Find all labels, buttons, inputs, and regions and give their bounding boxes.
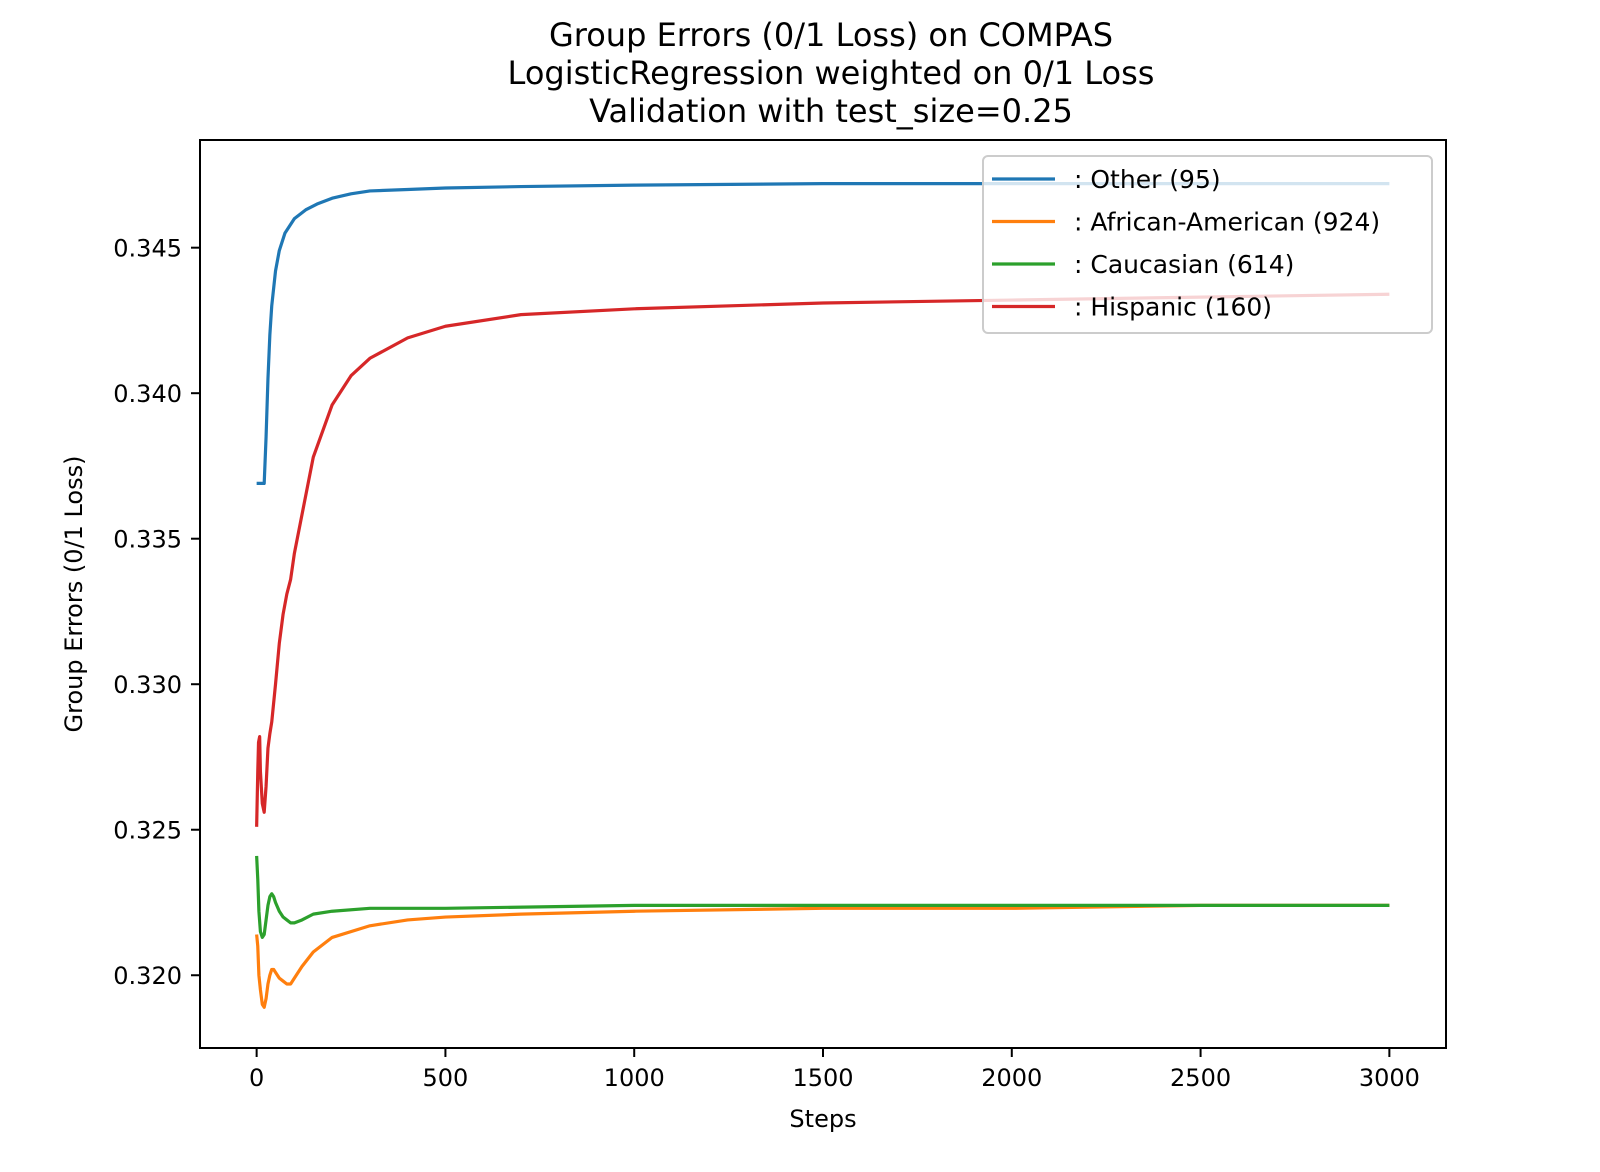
series-line-2 [255,855,1390,940]
series-line-0 [256,182,1390,486]
x-tick-label: 500 [423,1064,469,1092]
x-axis: 0 500 1000 1500 2000 2500 3000 [249,1048,1420,1092]
chart-title-line: LogisticRegression weighted on 0/1 Loss [508,54,1155,92]
x-tick-label: 0 [249,1064,264,1092]
x-tick-label: 1500 [792,1064,853,1092]
y-axis-label: Group Errors (0/1 Loss) [60,456,88,733]
x-tick-label: 2000 [981,1064,1042,1092]
y-tick-label: 0.335 [113,526,182,554]
y-tick-label: 0.320 [113,962,182,990]
x-tick-label: 1000 [604,1064,665,1092]
series-line-1 [255,903,1390,1009]
series-line-3 [255,292,1390,827]
x-axis-label: Steps [789,1105,856,1133]
y-tick-label: 0.345 [113,235,182,263]
chart-title-line: Group Errors (0/1 Loss) on COMPAS [549,16,1113,54]
series-lines [255,182,1390,1009]
y-axis: 0.320 0.325 0.330 0.335 0.340 0.345 [113,235,200,990]
y-tick-label: 0.325 [113,817,182,845]
legend: : Other (95) : African-American (924) : Ca… [982,155,1433,334]
legend-entry-label: : African-American (924) [1074,208,1380,237]
legend-entry-label: : Hispanic (160) [1074,293,1272,322]
x-tick-label: 3000 [1359,1064,1420,1092]
y-tick-label: 0.340 [113,380,182,408]
chart-title-line: Validation with test_size=0.25 [589,92,1073,130]
legend-box [982,155,1433,334]
legend-entry-label: : Caucasian (614) [1074,250,1294,279]
legend-entry-label: : Other (95) [1074,165,1221,194]
y-tick-label: 0.330 [113,671,182,699]
x-tick-label: 2500 [1170,1064,1231,1092]
chart-title: Group Errors (0/1 Loss) on COMPASLogisti… [508,16,1155,130]
